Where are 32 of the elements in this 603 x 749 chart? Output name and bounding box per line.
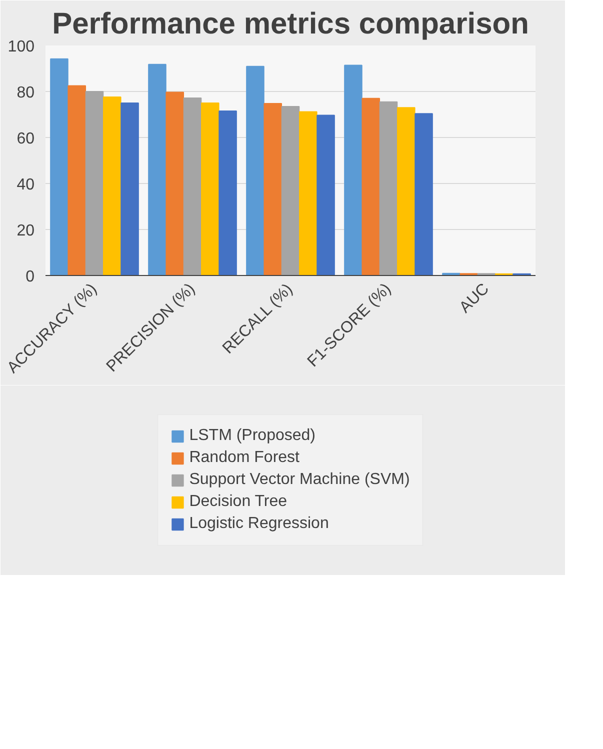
bar	[120, 102, 139, 276]
bar	[264, 102, 282, 276]
y-tick-label: 20	[16, 222, 35, 240]
y-tick-label: 40	[16, 176, 35, 194]
bar	[50, 58, 68, 276]
legend-label: Support Vector Machine (SVM)	[189, 471, 410, 489]
bar	[379, 101, 398, 276]
legend-label: Random Forest	[189, 449, 300, 467]
bar	[414, 113, 433, 276]
bar	[148, 64, 166, 276]
bar	[298, 111, 318, 276]
bar	[246, 66, 264, 276]
bar	[218, 110, 237, 276]
bar	[362, 98, 380, 276]
legend-label: Logistic Regression	[189, 515, 329, 533]
bar	[68, 85, 86, 276]
bar	[200, 102, 220, 276]
y-tick-label: 0	[26, 268, 35, 286]
chart-title: Performance metrics comparison	[52, 8, 529, 40]
legend-label: LSTM (Proposed)	[189, 427, 316, 445]
legend-label: Decision Tree	[189, 493, 288, 511]
bar	[166, 92, 184, 276]
y-tick-label: 60	[16, 130, 35, 148]
bar	[183, 97, 202, 276]
bar	[344, 64, 362, 276]
bar	[281, 106, 300, 276]
y-tick-label: 100	[8, 38, 35, 56]
bar	[396, 107, 416, 276]
y-tick-label: 80	[16, 84, 35, 102]
bar	[85, 91, 104, 276]
bar	[316, 114, 335, 276]
bar	[102, 96, 122, 276]
